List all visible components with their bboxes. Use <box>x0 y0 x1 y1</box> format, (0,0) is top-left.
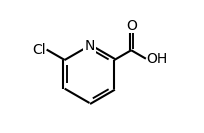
Text: Cl: Cl <box>32 43 46 57</box>
Text: N: N <box>84 39 94 53</box>
Text: O: O <box>125 19 136 33</box>
Text: OH: OH <box>146 52 167 66</box>
